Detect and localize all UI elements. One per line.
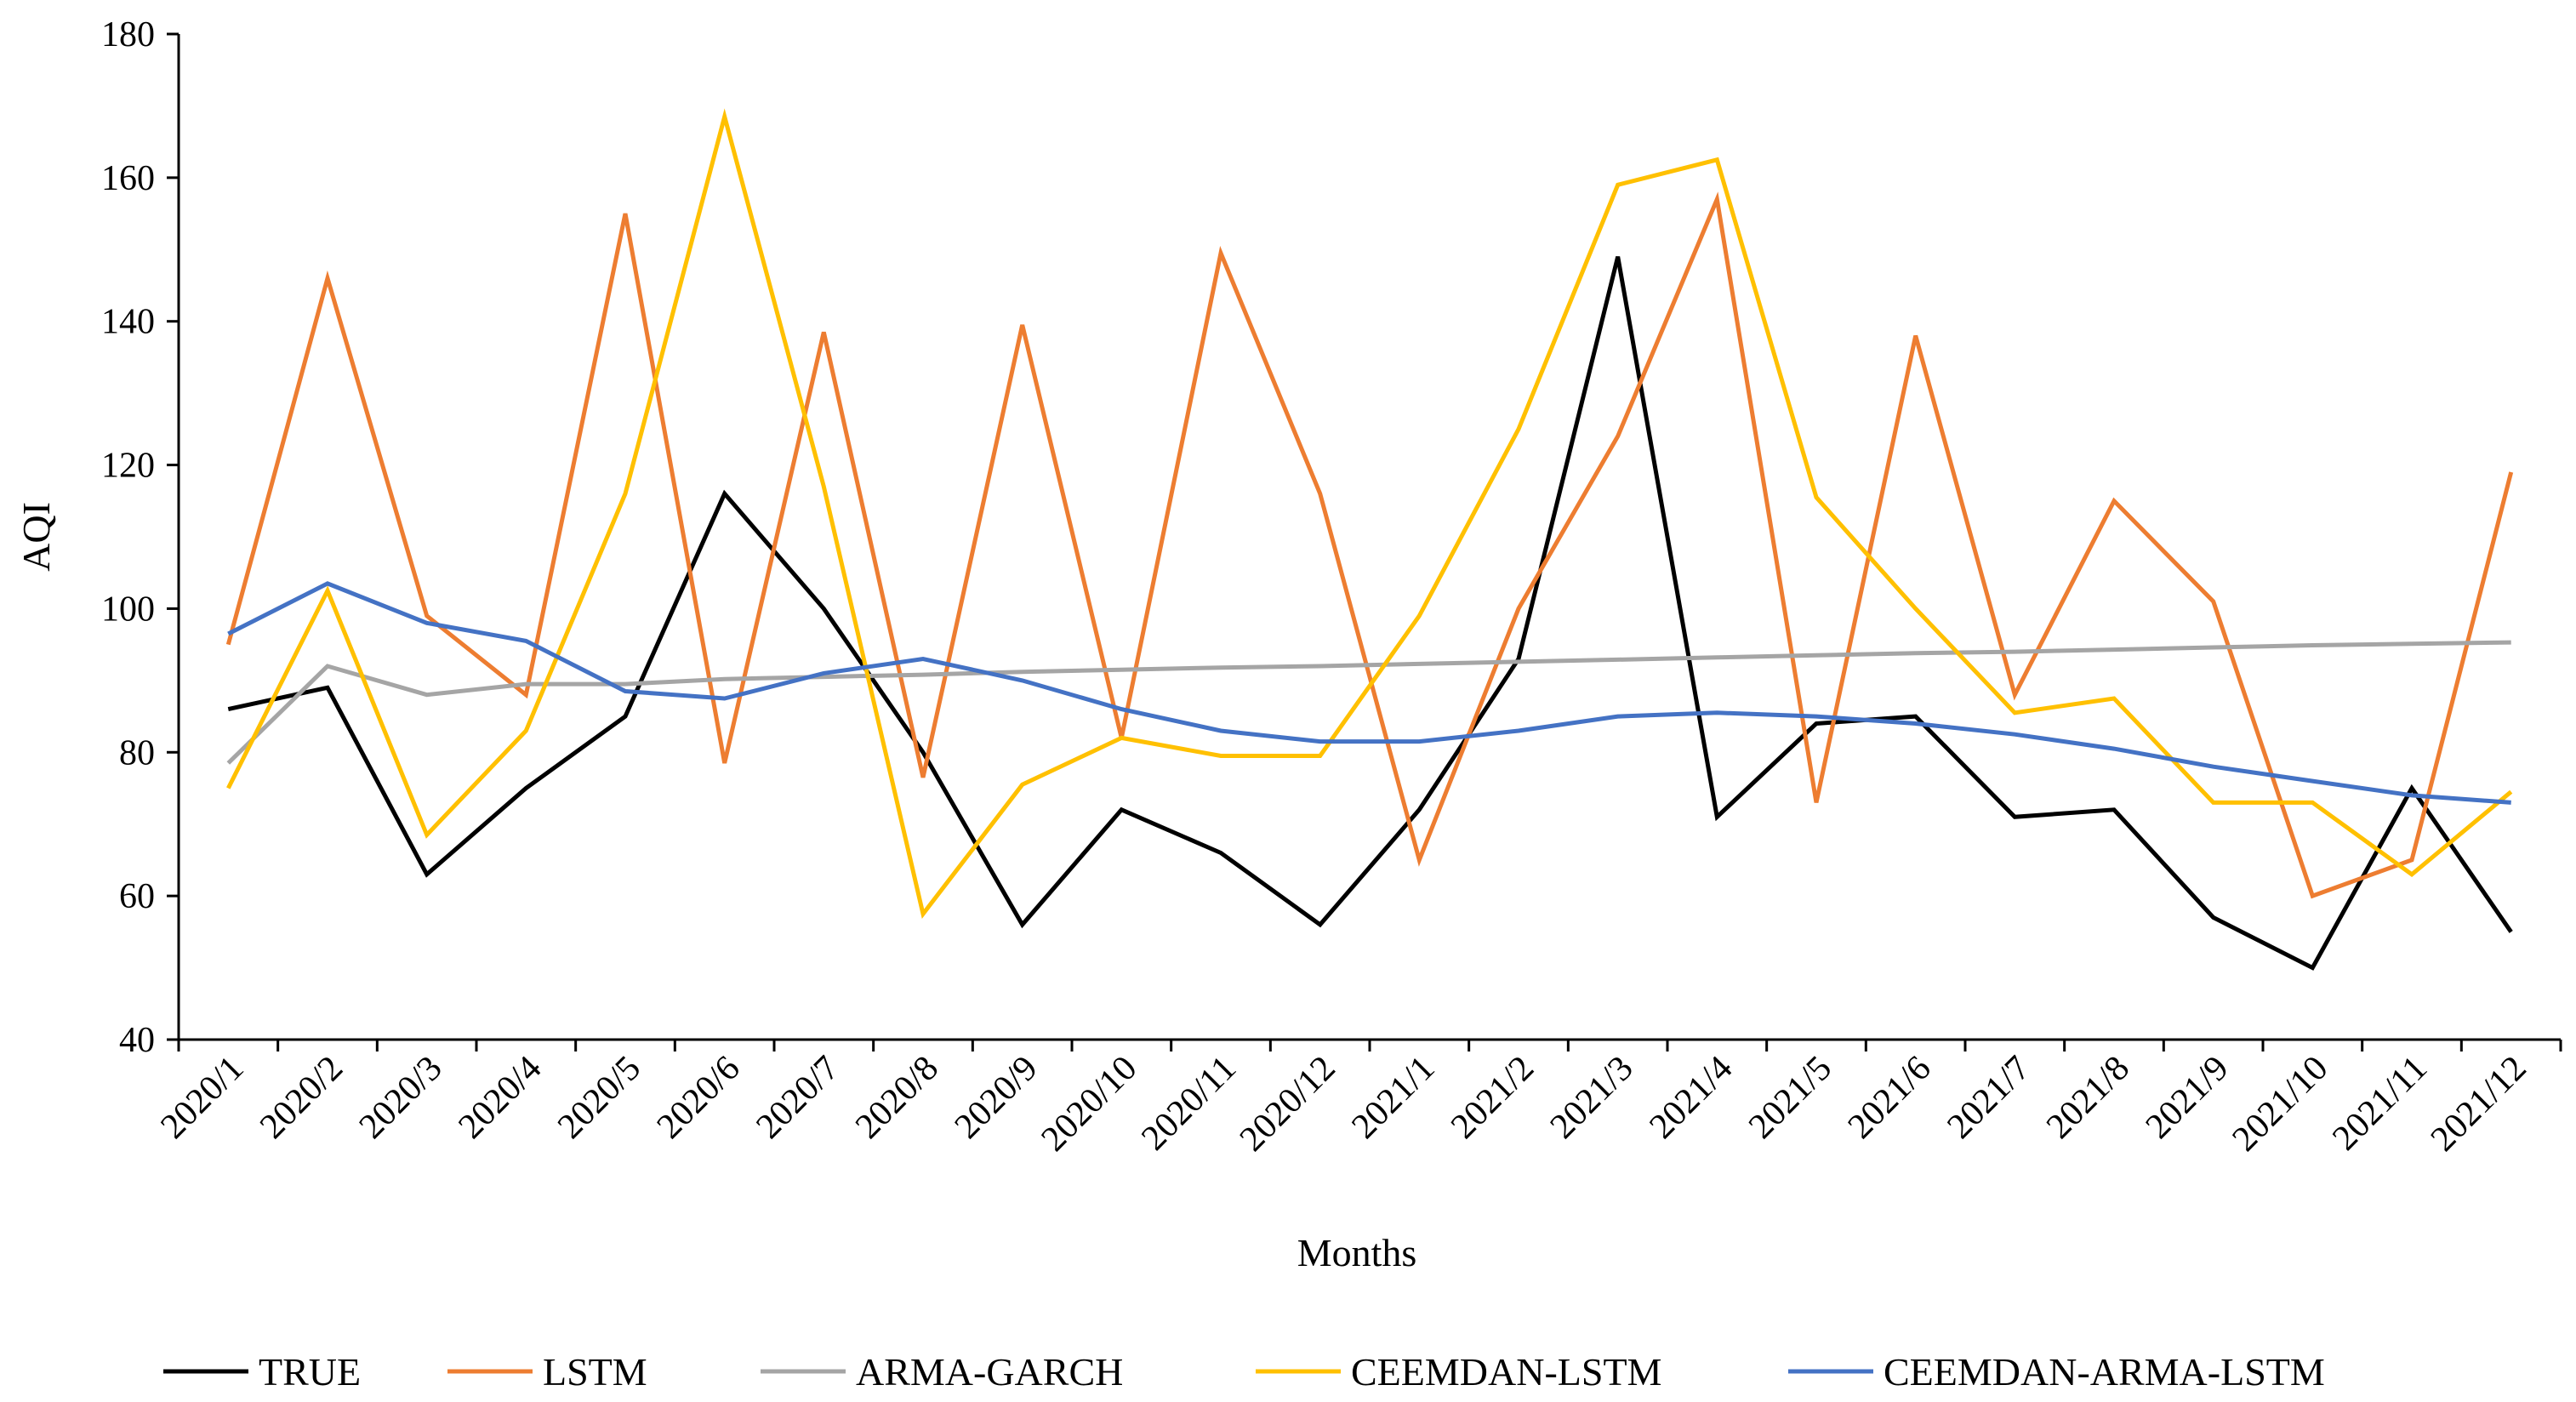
y-tick-label: 40 [119,1021,155,1060]
x-tick-label: 2021/11 [2325,1049,2435,1159]
x-tick-label: 2021/12 [2424,1049,2534,1160]
series-line-arma-garch [226,640,2511,765]
legend-label-true: TRUE [259,1350,361,1393]
axes [177,34,2561,1041]
x-tick-label: 2021/6 [1841,1049,1939,1147]
x-tick-label: 2020/3 [352,1049,450,1147]
x-tick-label: 2021/2 [1444,1049,1542,1147]
x-tick-label: 2021/7 [1940,1049,2037,1147]
x-tick-label: 2020/12 [1233,1049,1343,1160]
x-tick-label: 2021/4 [1642,1049,1740,1147]
y-axis-title: AQI [14,502,58,572]
x-ticks: 2020/1 2020/2 2020/3 2020/4 2020/5 2020/6 2020… [153,1040,2562,1160]
x-tick-label: 2020/6 [650,1049,748,1147]
legend-label-ceemdan-lstm: CEEMDAN-LSTM [1351,1350,1661,1393]
x-tick-label: 2021/1 [1344,1049,1442,1147]
series-line-true [227,256,2513,971]
x-tick-label: 2020/2 [253,1049,350,1147]
y-tick-label: 80 [119,733,155,772]
x-tick-label: 2020/11 [1134,1049,1244,1159]
x-tick-label: 2021/9 [2139,1049,2237,1147]
series-lines [225,108,2514,971]
x-tick-label: 2020/7 [749,1049,846,1147]
x-tick-label: 2021/10 [2226,1049,2336,1160]
y-tick-label: 160 [101,159,155,198]
x-tick-label: 2020/1 [153,1049,251,1147]
legend-label-arma-garch: ARMA-GARCH [856,1350,1123,1393]
x-tick-label: 2020/9 [948,1049,1046,1147]
x-tick-label: 2021/5 [1741,1049,1839,1147]
series-line-ceemdan-lstm [226,108,2513,920]
x-tick-label: 2020/8 [848,1049,946,1147]
y-tick-label: 100 [101,590,155,629]
series-line-ceemdan-arma-lstm [227,581,2511,805]
y-tick-label: 120 [101,447,155,486]
y-ticks: 40 60 80 100 120 140 160 180 [101,15,179,1060]
x-tick-label: 2020/4 [451,1049,549,1147]
series-line-lstm [225,191,2514,899]
x-tick-label: 2020/10 [1034,1049,1145,1160]
legend-label-ceemdan-arma-lstm: CEEMDAN-ARMA-LSTM [1884,1350,2325,1393]
y-tick-label: 140 [101,303,155,342]
x-tick-label: 2021/8 [2039,1049,2137,1147]
y-tick-label: 60 [119,877,155,916]
y-tick-label: 180 [101,15,155,54]
x-axis-title: Months [1297,1231,1417,1274]
x-tick-label: 2021/3 [1543,1049,1641,1147]
legend-label-lstm: LSTM [543,1350,647,1393]
x-tick-label: 2020/5 [550,1049,648,1147]
legend: TRUE LSTM ARMA-GARCH CEEMDAN-LSTM CEEMDAN-AR… [163,1350,2325,1393]
